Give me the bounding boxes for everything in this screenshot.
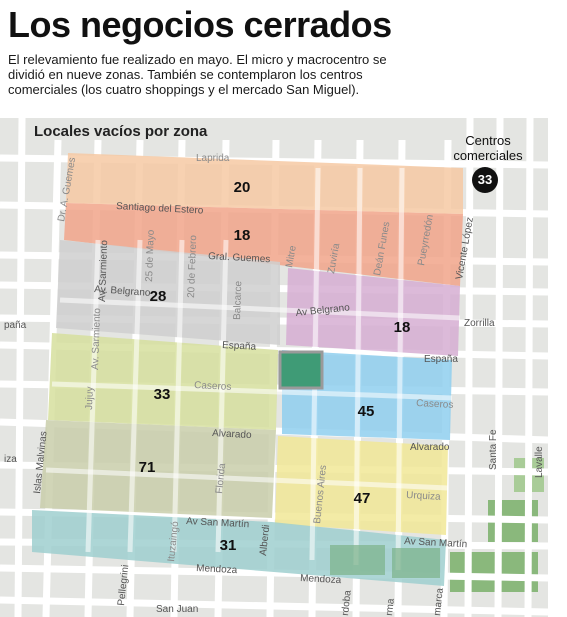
street-label-cordoba: rdoba xyxy=(340,589,354,616)
street-label-alvarado-e: Alvarado xyxy=(410,442,450,453)
street-label-san-martin: Av San Martín xyxy=(186,516,250,530)
street-label-espana-w: paña xyxy=(4,320,27,331)
park-area xyxy=(392,548,440,578)
zone-1-area[interactable] xyxy=(66,153,463,214)
zone-2-area[interactable] xyxy=(64,203,463,286)
zone-2-value: 18 xyxy=(234,227,251,244)
map-svg: Laprida Dr. A. Guemes Santiago del Ester… xyxy=(0,118,548,617)
street-label-zorrilla: Zorrilla xyxy=(464,318,495,329)
intro-line: comerciales (los cuatro shoppings y el m… xyxy=(8,82,360,97)
street-label-gral-guemes: Gral. Guemes xyxy=(208,251,271,265)
street-label-belgrano: Av. Belgrano xyxy=(94,284,151,299)
street-label-ituzaingo: Ituzaingó xyxy=(166,520,181,562)
street-label-urquiza: Urquiza xyxy=(406,490,441,503)
street-label-tucuman: rma xyxy=(384,598,397,617)
centros-comerciales-badge: 33 xyxy=(472,167,498,193)
street-label-santa-fe: Santa Fe xyxy=(488,429,499,470)
zone-1-value: 20 xyxy=(234,179,251,196)
zone-9-value: 31 xyxy=(220,537,237,554)
street-label-caseros: Caseros xyxy=(194,380,232,393)
intro-text: El relevamiento fue realizado en mayo. E… xyxy=(8,52,408,97)
street-label-jujuy: Jujuy xyxy=(84,386,96,410)
street-label-caseros-e: Caseros xyxy=(416,398,454,411)
map-title: Locales vacíos por zona xyxy=(34,123,208,140)
street-label-sarmiento: Av. Sarmiento xyxy=(97,239,110,302)
street-label-san-martin-e: Av San Martín xyxy=(404,536,468,550)
street-label-florida: Florida xyxy=(214,462,228,494)
park-area xyxy=(330,545,385,575)
zone-6-value: 45 xyxy=(358,403,375,420)
street-label-iza: iza xyxy=(4,454,17,465)
street-label-espana-e: España xyxy=(424,354,458,365)
zone-7-value: 71 xyxy=(139,459,156,476)
plaza-block xyxy=(278,350,324,390)
street-label-zuviria: Zuviría xyxy=(326,242,342,274)
page-title: Los negocios cerrados xyxy=(8,4,392,45)
street-label-alvarado: Alvarado xyxy=(212,428,252,441)
street-label-espana: España xyxy=(222,340,257,353)
centros-comerciales-label-line: comerciales xyxy=(453,148,523,163)
street-label-san-juan: San Juan xyxy=(156,604,198,615)
intro-line: El relevamiento fue realizado en mayo. E… xyxy=(8,52,387,67)
street-label-mendoza: Mendoza xyxy=(196,563,238,576)
street-label-balcarce: Balcarce xyxy=(232,280,244,320)
centros-comerciales-label-line: Centros xyxy=(465,133,511,148)
street-label-santiago: Santiago del Estero xyxy=(116,201,204,217)
street-label-lavalle: Lavalle xyxy=(534,446,545,478)
street-label-mitre: Mitre xyxy=(284,244,299,268)
centros-comerciales-label: Centros comerciales xyxy=(438,133,538,163)
street-label-catamarca: marca xyxy=(432,587,446,616)
street-label-25-mayo: 25 de Mayo xyxy=(144,229,157,282)
street-label-laprida: Laprida xyxy=(196,153,230,164)
zone-3-value: 28 xyxy=(150,288,167,305)
street-label-pellegrini: Pellegrini xyxy=(116,564,131,606)
zone-5-value: 33 xyxy=(154,386,171,403)
street-label-20-febrero: 20 de Febrero xyxy=(186,235,199,299)
street-label-alberdi: Alberdi xyxy=(258,524,272,556)
zone-4-value: 18 xyxy=(394,319,411,336)
street-label-sarmiento-2: Av. Sarmiento xyxy=(90,307,103,370)
intro-line: dividió en nueve zonas. También se conte… xyxy=(8,67,363,82)
street-label-mendoza-e: Mendoza xyxy=(300,573,342,586)
map: Laprida Dr. A. Guemes Santiago del Ester… xyxy=(0,118,548,617)
zone-8-value: 47 xyxy=(354,490,371,507)
